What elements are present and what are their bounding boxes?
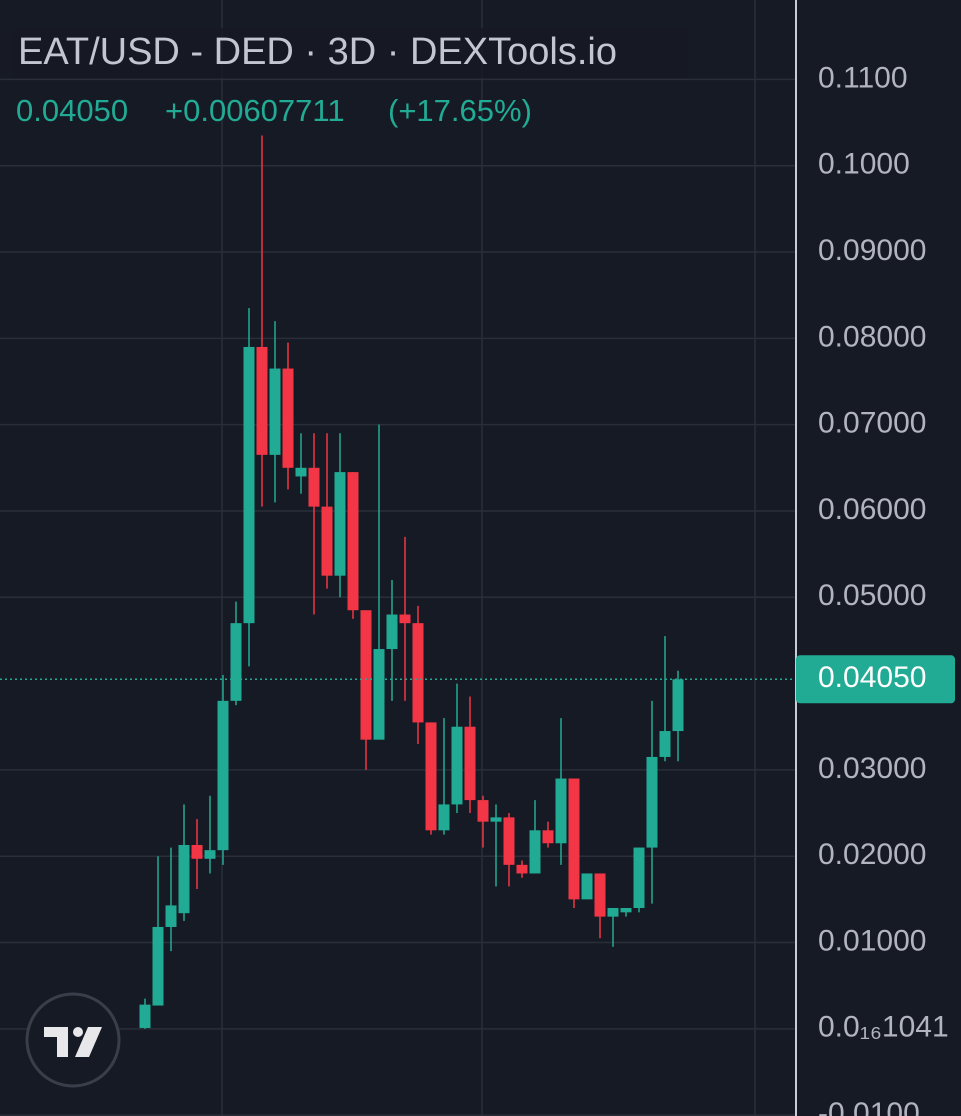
title-background <box>12 28 687 78</box>
candle-body <box>321 506 333 576</box>
tradingview-logo <box>25 992 121 1088</box>
candle-body <box>581 873 593 900</box>
grid <box>0 78 795 1116</box>
logo-mark <box>73 1027 83 1037</box>
price-axis: -0.0100 0.0₁₆1041 0.01000 0.02000 0.03000 0.0… <box>0 61 955 1116</box>
y-tick-label: 0.03000 <box>818 752 926 785</box>
candle-body <box>373 649 385 740</box>
candle-body <box>672 679 684 732</box>
candle-body <box>217 700 229 851</box>
logo-circle <box>25 992 121 1088</box>
header-price: 0.04050 <box>16 93 128 128</box>
candle-body <box>529 830 541 874</box>
header-change: +0.00607711 <box>165 93 345 128</box>
y-tick-label: -0.0100 <box>818 1097 920 1116</box>
candle-body <box>230 623 242 701</box>
candle-body <box>347 472 359 611</box>
candle-body <box>451 726 463 805</box>
candle-body <box>659 731 671 757</box>
candle-body <box>412 623 424 723</box>
y-tick-label: 0.09000 <box>818 234 926 267</box>
candle-body <box>269 368 281 455</box>
vertical-grid <box>221 0 756 1116</box>
candle-body <box>256 346 268 455</box>
candle-body <box>555 778 567 844</box>
y-tick-label: 0.1000 <box>818 148 910 181</box>
candle-body <box>633 847 645 908</box>
candle-body <box>243 346 255 624</box>
y-tick-label: 0.06000 <box>818 493 926 526</box>
last-price-label: 0.04050 <box>818 661 926 694</box>
candle-body <box>620 907 632 913</box>
candle-body <box>425 722 437 831</box>
candle-body <box>295 467 307 477</box>
candle-body <box>399 614 411 624</box>
candle-body <box>360 610 372 740</box>
candle-body <box>503 817 515 865</box>
candles <box>139 135 684 1029</box>
candle-body <box>568 778 580 900</box>
candle-body <box>178 844 190 914</box>
y-tick-label: 0.0₁₆1041 <box>818 1011 949 1044</box>
last-price-box <box>796 655 955 704</box>
candle-body <box>594 873 606 917</box>
candle-body <box>464 726 476 801</box>
candle-body <box>386 614 398 650</box>
logo-mark <box>44 1027 68 1057</box>
candle-body <box>490 817 502 822</box>
y-tick-label: 0.02000 <box>818 838 926 871</box>
candle-body <box>438 804 450 831</box>
y-tick-label: 0.07000 <box>818 407 926 440</box>
header-change-percent: (+17.65%) <box>388 93 532 128</box>
candle-body <box>516 864 528 874</box>
candle-body <box>204 850 216 859</box>
y-tick-label: 0.08000 <box>818 320 926 353</box>
logo-mark <box>75 1027 102 1057</box>
candle-body <box>334 472 346 576</box>
chart-title: EAT/USD - DED · 3D · DEXTools.io <box>18 31 617 73</box>
candle-body <box>165 905 177 927</box>
candle-body <box>477 800 489 822</box>
candle-body <box>191 844 203 859</box>
candle-body <box>646 756 658 848</box>
y-tick-label: 0.05000 <box>818 579 926 612</box>
candle-body <box>542 830 554 844</box>
candle-body <box>152 926 164 1006</box>
y-tick-label: 0.1100 <box>818 61 908 94</box>
y-tick-label: 0.01000 <box>818 924 926 957</box>
candle-body <box>607 907 619 917</box>
candle-body <box>308 467 320 507</box>
candle-body <box>139 1004 151 1028</box>
candle-body <box>282 368 294 468</box>
